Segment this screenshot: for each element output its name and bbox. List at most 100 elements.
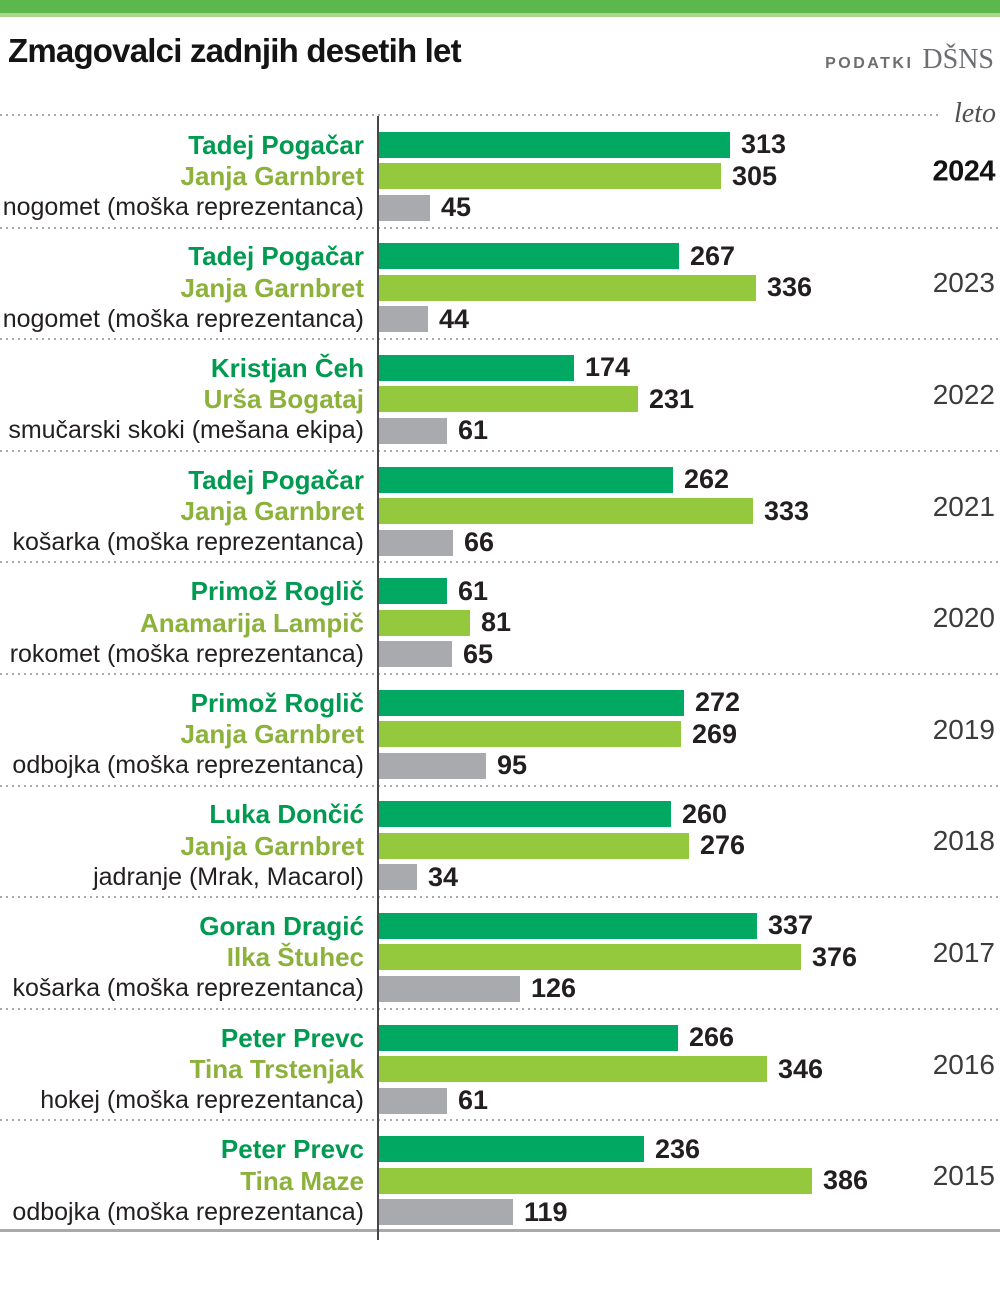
row-label: Janja Garnbret bbox=[180, 830, 364, 861]
team-bar bbox=[379, 417, 447, 444]
dotted-separator bbox=[0, 784, 1000, 787]
bar-row: nogomet (moška reprezentanca) 45 bbox=[0, 192, 1000, 224]
year-group: Tadej Pogačar 267 Janja Garnbret 336 nog… bbox=[0, 226, 1000, 340]
bar-rows: Tadej Pogačar 313 Janja Garnbret 305 nog… bbox=[0, 116, 1000, 224]
row-label: nogomet (moška reprezentanca) bbox=[2, 193, 364, 222]
value-label: 386 bbox=[823, 1165, 869, 1196]
row-label: Janja Garnbret bbox=[180, 161, 364, 192]
year-label: 2023 bbox=[932, 267, 995, 299]
row-label: rokomet (moška reprezentanca) bbox=[9, 639, 364, 668]
bar-rows: Primož Roglič 272 Janja Garnbret 269 odb… bbox=[0, 674, 1000, 782]
row-label: hokej (moška reprezentanca) bbox=[40, 1086, 364, 1114]
row-label: Tadej Pogačar bbox=[188, 129, 364, 160]
male-bar bbox=[379, 131, 730, 158]
value-label: 61 bbox=[458, 575, 489, 606]
male-bar bbox=[379, 912, 757, 939]
year-label: 2021 bbox=[932, 490, 995, 522]
bar-row: Tadej Pogačar 262 bbox=[0, 464, 1000, 496]
data-source: PODATKI DŠNS bbox=[825, 44, 994, 76]
row-label: Peter Prevc bbox=[220, 1134, 364, 1165]
male-bar bbox=[379, 243, 679, 270]
value-label: 337 bbox=[768, 910, 814, 941]
value-label: 119 bbox=[524, 1196, 568, 1227]
dotted-separator bbox=[0, 561, 1000, 564]
bar-row: odbojka (moška reprezentanca) 119 bbox=[0, 1196, 1000, 1228]
value-label: 269 bbox=[692, 718, 738, 749]
value-label: 65 bbox=[463, 638, 494, 669]
row-label: Ilka Štuhec bbox=[226, 942, 364, 973]
female-bar bbox=[379, 944, 801, 971]
bar-row: rokomet (moška reprezentanca) 65 bbox=[0, 638, 1000, 670]
bar-row: smučarski skoki (mešana ekipa) 61 bbox=[0, 415, 1000, 447]
female-bar bbox=[379, 1167, 812, 1194]
dotted-separator bbox=[0, 449, 1000, 452]
team-bar bbox=[379, 529, 453, 556]
year-group: Tadej Pogačar 313 Janja Garnbret 305 nog… bbox=[0, 116, 1000, 228]
male-bar bbox=[379, 578, 447, 605]
dotted-separator bbox=[0, 672, 1000, 675]
top-accent-strip bbox=[0, 0, 1000, 13]
page-title: Zmagovalci zadnjih desetih let bbox=[8, 32, 462, 69]
value-label: 266 bbox=[689, 1022, 735, 1052]
row-label: Kristjan Čeh bbox=[210, 352, 364, 383]
year-group: Peter Prevc 236 Tina Maze 386 odbojka (m… bbox=[0, 1119, 1000, 1232]
male-bar bbox=[379, 1024, 678, 1051]
row-label: Tadej Pogačar bbox=[188, 464, 364, 495]
male-bar bbox=[379, 466, 673, 493]
bar-row: hokej (moška reprezentanca) 61 bbox=[0, 1085, 1000, 1117]
year-group: Goran Dragić 337 Ilka Štuhec 376 košarka… bbox=[0, 896, 1000, 1009]
year-label: 2017 bbox=[932, 936, 995, 968]
bar-row: košarka (moška reprezentanca) 66 bbox=[0, 527, 1000, 559]
value-label: 267 bbox=[690, 240, 736, 271]
dotted-separator bbox=[0, 1119, 1000, 1122]
value-label: 61 bbox=[458, 415, 489, 446]
value-label: 346 bbox=[778, 1053, 824, 1084]
bar-row: Janja Garnbret 305 bbox=[0, 161, 1000, 193]
value-label: 45 bbox=[441, 192, 472, 223]
female-bar bbox=[379, 1056, 767, 1082]
bar-rows: Goran Dragić 337 Ilka Štuhec 376 košarka… bbox=[0, 897, 1000, 1005]
female-bar bbox=[379, 163, 721, 190]
bar-row: odbojka (moška reprezentanca) 95 bbox=[0, 750, 1000, 782]
value-label: 236 bbox=[655, 1133, 701, 1164]
top-accent-strip-light bbox=[0, 13, 1000, 17]
bar-row: Tadej Pogačar 267 bbox=[0, 241, 1000, 273]
value-label: 260 bbox=[682, 798, 728, 829]
value-label: 44 bbox=[439, 303, 470, 334]
female-bar bbox=[379, 498, 753, 525]
row-label: košarka (moška reprezentanca) bbox=[12, 528, 364, 557]
female-bar bbox=[379, 832, 689, 859]
male-bar bbox=[379, 354, 574, 381]
bar-row: Tadej Pogačar 313 bbox=[0, 129, 1000, 161]
dotted-separator bbox=[0, 1007, 1000, 1010]
row-label: Peter Prevc bbox=[220, 1022, 364, 1053]
row-label: odbojka (moška reprezentanca) bbox=[12, 751, 364, 780]
row-label: Anamarija Lampič bbox=[140, 607, 364, 638]
year-label: 2022 bbox=[932, 378, 995, 410]
source-label: PODATKI bbox=[825, 55, 914, 72]
female-bar bbox=[379, 274, 756, 301]
dotted-separator bbox=[0, 338, 1000, 341]
team-bar bbox=[379, 864, 417, 891]
bar-row: Janja Garnbret 333 bbox=[0, 495, 1000, 527]
value-label: 276 bbox=[700, 830, 746, 861]
value-label: 231 bbox=[649, 383, 695, 414]
team-bar bbox=[379, 1199, 513, 1226]
bar-row: Goran Dragić 337 bbox=[0, 910, 1000, 942]
value-label: 34 bbox=[428, 861, 459, 892]
bar-row: Primož Roglič 61 bbox=[0, 575, 1000, 607]
value-label: 262 bbox=[684, 464, 730, 495]
team-bar bbox=[379, 975, 520, 1002]
row-label: smučarski skoki (mešana ekipa) bbox=[8, 416, 364, 445]
value-label: 336 bbox=[767, 272, 813, 303]
team-bar bbox=[379, 194, 430, 221]
bar-row: Janja Garnbret 276 bbox=[0, 830, 1000, 862]
dotted-separator bbox=[0, 896, 1000, 899]
female-bar bbox=[379, 609, 470, 636]
bar-row: jadranje (Mrak, Macarol) 34 bbox=[0, 862, 1000, 894]
bar-row: Peter Prevc 236 bbox=[0, 1133, 1000, 1165]
bar-row: Luka Dončić 260 bbox=[0, 799, 1000, 831]
year-group: Primož Roglič 61 Anamarija Lampič 81 rok… bbox=[0, 561, 1000, 674]
row-label: Primož Roglič bbox=[190, 687, 364, 718]
